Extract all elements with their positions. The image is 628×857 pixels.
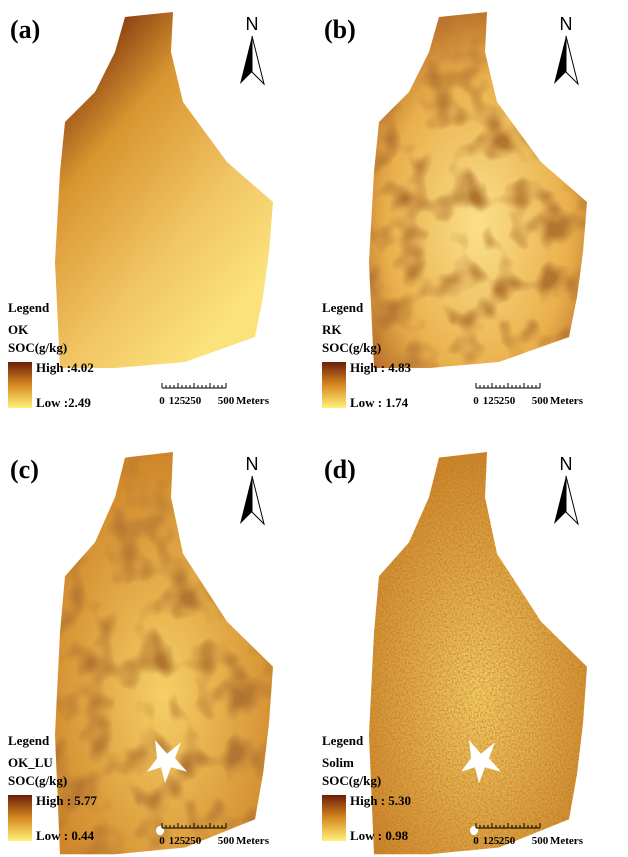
north-arrow — [240, 476, 252, 524]
legend-ramp — [8, 795, 32, 841]
legend-ramp — [8, 362, 32, 408]
no-data-area — [470, 826, 478, 835]
legend-model: OK_LU — [8, 755, 53, 770]
legend-model: RK — [322, 322, 342, 337]
scale-label: 250 — [499, 395, 516, 407]
legend-ramp — [322, 795, 346, 841]
map-panel: (c) N Legend OK_LU SOC(g/kg) High : 5.77 Low :… — [8, 452, 273, 854]
map-panel: (a) N Legend OK SOC(g/kg) High :4.02 Low :2.49… — [8, 12, 273, 410]
scale-label: 125 — [169, 395, 186, 407]
legend-title: Legend — [8, 733, 50, 748]
scale-unit: Meters — [550, 395, 584, 407]
scale-label: 125 — [169, 835, 186, 847]
scale-label: 500 — [218, 835, 235, 847]
scale-label: 0 — [473, 395, 479, 407]
scale-label: 0 — [473, 835, 479, 847]
legend-high: High :4.02 — [36, 360, 94, 375]
legend-title: Legend — [322, 733, 364, 748]
legend-ramp — [322, 362, 346, 408]
legend-title: Legend — [322, 300, 364, 315]
panel-label: (d) — [324, 455, 356, 484]
soc-texture — [369, 12, 587, 368]
scale-label: 500 — [532, 395, 549, 407]
panel-label: (c) — [10, 455, 39, 484]
legend-model: OK — [8, 322, 29, 337]
north-arrow — [252, 476, 264, 524]
legend-unit: SOC(g/kg) — [322, 773, 381, 788]
north-label: N — [246, 14, 259, 34]
map-panel: (d) N Legend Solim SOC(g/kg) High : 5.30 Low :… — [322, 452, 587, 854]
legend-low: Low :2.49 — [36, 395, 91, 410]
soc-surface — [55, 12, 273, 368]
north-label: N — [560, 14, 573, 34]
north-arrow — [554, 36, 566, 84]
north-arrow — [240, 36, 252, 84]
legend-low: Low : 1.74 — [350, 395, 409, 410]
scale-label: 500 — [532, 835, 549, 847]
scale-unit: Meters — [236, 395, 270, 407]
legend-unit: SOC(g/kg) — [322, 340, 381, 355]
scale-unit: Meters — [550, 835, 584, 847]
scale-label: 250 — [185, 395, 202, 407]
north-label: N — [560, 454, 573, 474]
scale-label: 0 — [159, 395, 165, 407]
legend-title: Legend — [8, 300, 50, 315]
soc-map — [55, 12, 273, 368]
north-arrow — [566, 476, 578, 524]
soc-map — [369, 12, 587, 368]
figure: (a) N Legend OK SOC(g/kg) High :4.02 Low :2.49… — [0, 0, 628, 857]
legend-unit: SOC(g/kg) — [8, 773, 67, 788]
north-arrow — [566, 36, 578, 84]
map-panel: (b) N Legend RK SOC(g/kg) High : 4.83 Low : 1.… — [322, 12, 587, 410]
legend-unit: SOC(g/kg) — [8, 340, 67, 355]
panel-label: (b) — [324, 15, 356, 44]
legend-high: High : 5.77 — [36, 793, 98, 808]
panel-label: (a) — [10, 15, 40, 44]
scale-label: 250 — [499, 835, 516, 847]
scale-label: 500 — [218, 395, 235, 407]
legend-low: Low : 0.98 — [350, 828, 409, 843]
north-arrow — [554, 476, 566, 524]
scale-label: 125 — [483, 395, 500, 407]
north-arrow — [252, 36, 264, 84]
scale-label: 250 — [185, 835, 202, 847]
scale-label: 0 — [159, 835, 165, 847]
legend-high: High : 4.83 — [350, 360, 412, 375]
scale-unit: Meters — [236, 835, 270, 847]
scale-label: 125 — [483, 835, 500, 847]
legend-high: High : 5.30 — [350, 793, 411, 808]
no-data-area — [156, 826, 164, 835]
legend-low: Low : 0.44 — [36, 828, 95, 843]
north-label: N — [246, 454, 259, 474]
legend-model: Solim — [322, 755, 354, 770]
